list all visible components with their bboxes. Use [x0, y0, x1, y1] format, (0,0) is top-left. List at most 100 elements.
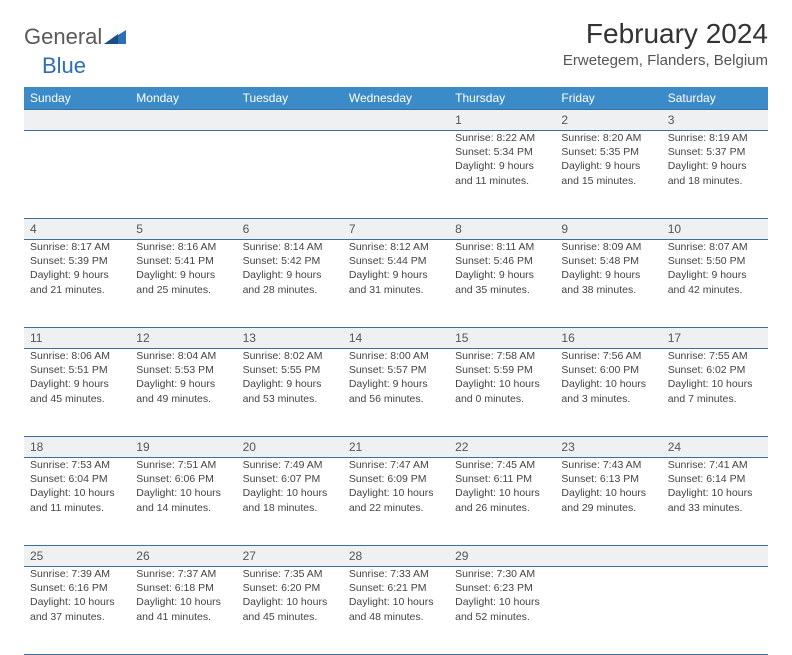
daylight-text: Daylight: 10 hours [668, 486, 762, 500]
day-number: 27 [237, 546, 343, 567]
day-number: 17 [662, 328, 768, 349]
day-cell: Sunrise: 8:12 AMSunset: 5:44 PMDaylight:… [343, 240, 449, 328]
day-cell: Sunrise: 7:37 AMSunset: 6:18 PMDaylight:… [130, 567, 236, 655]
sunrise-text: Sunrise: 8:11 AM [455, 240, 549, 254]
sunset-text: Sunset: 5:34 PM [455, 145, 549, 159]
day-number [662, 546, 768, 567]
day-number: 4 [24, 219, 130, 240]
sunrise-text: Sunrise: 8:02 AM [243, 349, 337, 363]
day-cell: Sunrise: 7:33 AMSunset: 6:21 PMDaylight:… [343, 567, 449, 655]
day-cell: Sunrise: 7:51 AMSunset: 6:06 PMDaylight:… [130, 458, 236, 546]
day-cell: Sunrise: 7:43 AMSunset: 6:13 PMDaylight:… [555, 458, 661, 546]
daylight-text: and 56 minutes. [349, 392, 443, 406]
daylight-text: and 35 minutes. [455, 283, 549, 297]
sunrise-text: Sunrise: 7:35 AM [243, 567, 337, 581]
day-number: 20 [237, 437, 343, 458]
day-cell: Sunrise: 8:11 AMSunset: 5:46 PMDaylight:… [449, 240, 555, 328]
daylight-text: Daylight: 10 hours [561, 377, 655, 391]
week-row: Sunrise: 8:17 AMSunset: 5:39 PMDaylight:… [24, 240, 768, 328]
day-cell: Sunrise: 8:20 AMSunset: 5:35 PMDaylight:… [555, 131, 661, 219]
dow-wednesday: Wednesday [343, 87, 449, 110]
day-number: 14 [343, 328, 449, 349]
daylight-text: and 11 minutes. [455, 174, 549, 188]
sunrise-text: Sunrise: 7:49 AM [243, 458, 337, 472]
daylight-text: Daylight: 10 hours [136, 486, 230, 500]
sunrise-text: Sunrise: 7:43 AM [561, 458, 655, 472]
sunset-text: Sunset: 6:13 PM [561, 472, 655, 486]
daylight-text: Daylight: 9 hours [243, 268, 337, 282]
day-number: 13 [237, 328, 343, 349]
day-cell: Sunrise: 8:19 AMSunset: 5:37 PMDaylight:… [662, 131, 768, 219]
sunrise-text: Sunrise: 7:56 AM [561, 349, 655, 363]
day-cell: Sunrise: 8:16 AMSunset: 5:41 PMDaylight:… [130, 240, 236, 328]
sunset-text: Sunset: 6:21 PM [349, 581, 443, 595]
sunset-text: Sunset: 5:42 PM [243, 254, 337, 268]
day-number: 10 [662, 219, 768, 240]
month-title: February 2024 [563, 18, 768, 50]
day-cell [24, 131, 130, 219]
sunrise-text: Sunrise: 8:19 AM [668, 131, 762, 145]
daylight-text: and 25 minutes. [136, 283, 230, 297]
day-cell: Sunrise: 7:53 AMSunset: 6:04 PMDaylight:… [24, 458, 130, 546]
day-number: 25 [24, 546, 130, 567]
title-block: February 2024 Erwetegem, Flanders, Belgi… [563, 18, 768, 69]
sunset-text: Sunset: 6:18 PM [136, 581, 230, 595]
sunset-text: Sunset: 6:07 PM [243, 472, 337, 486]
daylight-text: and 53 minutes. [243, 392, 337, 406]
day-cell: Sunrise: 7:35 AMSunset: 6:20 PMDaylight:… [237, 567, 343, 655]
sunrise-text: Sunrise: 8:22 AM [455, 131, 549, 145]
daynum-row: 2526272829 [24, 546, 768, 567]
day-number: 28 [343, 546, 449, 567]
location: Erwetegem, Flanders, Belgium [563, 52, 768, 69]
day-number: 22 [449, 437, 555, 458]
daylight-text: Daylight: 9 hours [136, 377, 230, 391]
day-cell: Sunrise: 8:09 AMSunset: 5:48 PMDaylight:… [555, 240, 661, 328]
daylight-text: and 42 minutes. [668, 283, 762, 297]
dow-sunday: Sunday [24, 87, 130, 110]
day-cell [130, 131, 236, 219]
sunset-text: Sunset: 5:35 PM [561, 145, 655, 159]
dow-monday: Monday [130, 87, 236, 110]
sunset-text: Sunset: 6:16 PM [30, 581, 124, 595]
day-number: 23 [555, 437, 661, 458]
daylight-text: Daylight: 10 hours [561, 486, 655, 500]
daylight-text: Daylight: 10 hours [455, 486, 549, 500]
day-number [555, 546, 661, 567]
day-number [130, 110, 236, 131]
sunset-text: Sunset: 6:14 PM [668, 472, 762, 486]
day-cell: Sunrise: 7:30 AMSunset: 6:23 PMDaylight:… [449, 567, 555, 655]
daylight-text: Daylight: 10 hours [455, 377, 549, 391]
sunset-text: Sunset: 5:46 PM [455, 254, 549, 268]
sunset-text: Sunset: 6:23 PM [455, 581, 549, 595]
sunrise-text: Sunrise: 7:41 AM [668, 458, 762, 472]
day-cell: Sunrise: 8:07 AMSunset: 5:50 PMDaylight:… [662, 240, 768, 328]
sunrise-text: Sunrise: 8:07 AM [668, 240, 762, 254]
sunset-text: Sunset: 6:00 PM [561, 363, 655, 377]
sunrise-text: Sunrise: 7:47 AM [349, 458, 443, 472]
sunset-text: Sunset: 6:20 PM [243, 581, 337, 595]
daylight-text: Daylight: 10 hours [668, 377, 762, 391]
daylight-text: Daylight: 9 hours [668, 159, 762, 173]
logo: General [24, 24, 128, 50]
sunset-text: Sunset: 5:57 PM [349, 363, 443, 377]
logo-text-general: General [24, 24, 102, 50]
daylight-text: Daylight: 9 hours [455, 268, 549, 282]
logo-text-blue: Blue [42, 53, 86, 79]
daylight-text: and 18 minutes. [243, 501, 337, 515]
day-number: 16 [555, 328, 661, 349]
daylight-text: Daylight: 10 hours [243, 595, 337, 609]
daylight-text: and 11 minutes. [30, 501, 124, 515]
dow-thursday: Thursday [449, 87, 555, 110]
daylight-text: Daylight: 10 hours [136, 595, 230, 609]
day-number: 26 [130, 546, 236, 567]
day-number: 24 [662, 437, 768, 458]
day-number: 9 [555, 219, 661, 240]
sunset-text: Sunset: 5:53 PM [136, 363, 230, 377]
daylight-text: Daylight: 9 hours [455, 159, 549, 173]
day-cell: Sunrise: 7:49 AMSunset: 6:07 PMDaylight:… [237, 458, 343, 546]
dow-friday: Friday [555, 87, 661, 110]
daylight-text: and 18 minutes. [668, 174, 762, 188]
daylight-text: and 0 minutes. [455, 392, 549, 406]
sunrise-text: Sunrise: 8:17 AM [30, 240, 124, 254]
sunrise-text: Sunrise: 7:33 AM [349, 567, 443, 581]
